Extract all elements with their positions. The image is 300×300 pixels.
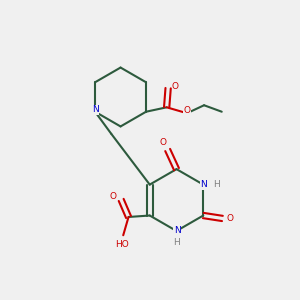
Text: O: O: [226, 214, 233, 223]
Text: N: N: [200, 180, 207, 189]
Text: O: O: [110, 192, 116, 201]
Text: N: N: [92, 105, 98, 114]
Text: O: O: [184, 106, 191, 115]
Text: O: O: [172, 82, 179, 91]
Text: H: H: [213, 180, 220, 189]
Text: HO: HO: [115, 240, 129, 249]
Text: O: O: [160, 138, 167, 147]
Text: H: H: [173, 238, 180, 247]
Text: N: N: [174, 226, 181, 236]
